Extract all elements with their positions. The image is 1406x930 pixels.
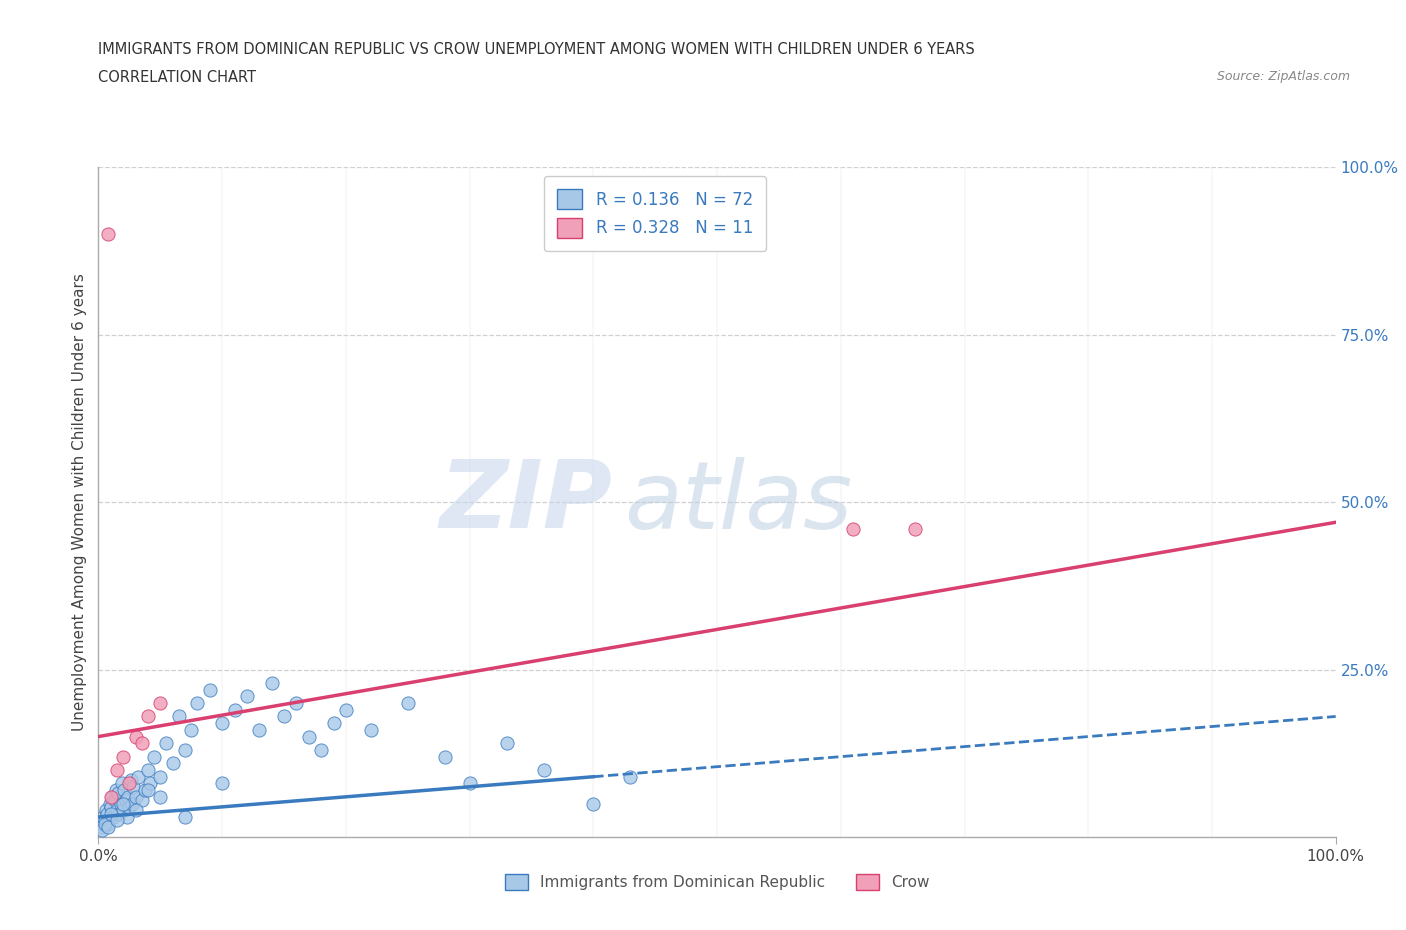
Point — [112, 750, 135, 764]
Point — [298, 729, 321, 744]
Point — [93, 817, 115, 831]
Point — [124, 803, 146, 817]
Point — [100, 790, 122, 804]
Point — [93, 809, 115, 824]
Point — [127, 769, 149, 784]
Legend: Immigrants from Dominican Republic, Crow: Immigrants from Dominican Republic, Crow — [499, 868, 935, 897]
Point — [118, 776, 141, 790]
Point — [103, 792, 125, 807]
Point — [285, 696, 308, 711]
Text: CORRELATION CHART: CORRELATION CHART — [98, 70, 256, 85]
Point — [121, 796, 143, 811]
Point — [396, 696, 419, 711]
Point — [174, 809, 197, 824]
Point — [131, 792, 153, 807]
Text: IMMIGRANTS FROM DOMINICAN REPUBLIC VS CROW UNEMPLOYMENT AMONG WOMEN WITH CHILDRE: IMMIGRANTS FROM DOMINICAN REPUBLIC VS CR… — [98, 42, 976, 57]
Point — [111, 776, 134, 790]
Point — [96, 806, 118, 821]
Point — [100, 800, 122, 815]
Y-axis label: Unemployment Among Women with Children Under 6 years: Unemployment Among Women with Children U… — [72, 273, 87, 731]
Text: atlas: atlas — [624, 457, 852, 548]
Point — [101, 790, 124, 804]
Point — [100, 806, 122, 821]
Point — [842, 522, 865, 537]
Point — [143, 750, 166, 764]
Point — [186, 696, 208, 711]
Point — [97, 227, 120, 242]
Point — [112, 796, 135, 811]
Point — [322, 716, 344, 731]
Point — [114, 792, 136, 807]
Point — [198, 683, 221, 698]
Point — [224, 702, 246, 717]
Point — [533, 763, 555, 777]
Point — [136, 783, 159, 798]
Point — [124, 729, 146, 744]
Point — [619, 769, 641, 784]
Point — [309, 742, 332, 757]
Point — [97, 817, 120, 831]
Text: Source: ZipAtlas.com: Source: ZipAtlas.com — [1216, 70, 1350, 83]
Point — [105, 803, 128, 817]
Point — [93, 813, 115, 828]
Point — [260, 675, 283, 690]
Point — [149, 790, 172, 804]
Point — [273, 709, 295, 724]
Point — [136, 709, 159, 724]
Point — [131, 736, 153, 751]
Point — [97, 819, 120, 834]
Point — [98, 796, 121, 811]
Point — [122, 779, 145, 794]
Point — [90, 817, 112, 831]
Point — [495, 736, 517, 751]
Point — [104, 783, 127, 798]
Point — [149, 769, 172, 784]
Point — [149, 696, 172, 711]
Point — [118, 800, 141, 815]
Point — [120, 773, 142, 788]
Point — [105, 763, 128, 777]
Point — [112, 803, 135, 817]
Point — [247, 723, 270, 737]
Point — [167, 709, 190, 724]
Point — [458, 776, 481, 790]
Point — [180, 723, 202, 737]
Point — [136, 763, 159, 777]
Point — [335, 702, 357, 717]
Point — [360, 723, 382, 737]
Text: ZIP: ZIP — [439, 457, 612, 548]
Point — [904, 522, 927, 537]
Point — [107, 786, 129, 801]
Point — [108, 806, 131, 821]
Point — [433, 750, 456, 764]
Point — [134, 783, 156, 798]
Point — [211, 716, 233, 731]
Point — [117, 790, 139, 804]
Point — [162, 756, 184, 771]
Point — [582, 796, 605, 811]
Point — [115, 809, 138, 824]
Point — [139, 776, 162, 790]
Point — [174, 742, 197, 757]
Point — [103, 809, 125, 824]
Point — [94, 803, 117, 817]
Point — [155, 736, 177, 751]
Point — [110, 796, 132, 811]
Point — [124, 790, 146, 804]
Point — [91, 819, 114, 834]
Point — [105, 813, 128, 828]
Point — [236, 689, 259, 704]
Point — [91, 823, 114, 838]
Point — [112, 783, 135, 798]
Point — [211, 776, 233, 790]
